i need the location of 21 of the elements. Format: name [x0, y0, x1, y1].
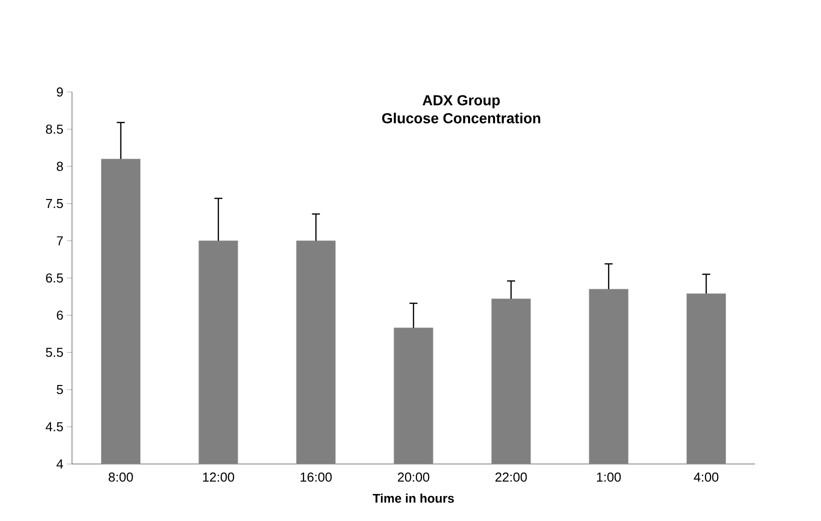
y-tick-label: 6.5 — [46, 273, 63, 283]
x-tick-label: 8:00 — [108, 472, 133, 482]
y-tick-label: 9 — [56, 87, 63, 97]
x-tick-label: 16:00 — [300, 472, 332, 482]
y-tick-label: 4.5 — [46, 422, 63, 432]
text: Glucose Concentration — [382, 112, 540, 124]
y-tick-label: 6 — [56, 310, 63, 320]
chart-title: ADX Group — [422, 95, 500, 108]
x-tick-label: 12:00 — [203, 472, 234, 482]
x-axis-title: Time in hours — [372, 494, 454, 503]
y-tick-label: 5.5 — [46, 348, 63, 357]
x-tick-label: 1:00 — [596, 472, 621, 482]
x-tick-label: 4:00 — [694, 472, 718, 482]
y-tick-label: 5 — [56, 385, 63, 394]
y-tick-label: 4 — [56, 460, 64, 468]
y-tick-label: 8 — [56, 162, 63, 171]
y-tick-label: 7.5 — [46, 199, 63, 208]
y-tick-label: 8.5 — [46, 124, 63, 134]
y-tick-label: 7 — [56, 236, 63, 246]
x-tick-label: 22:00 — [495, 472, 527, 482]
x-tick-label: 20:00 — [398, 472, 430, 482]
